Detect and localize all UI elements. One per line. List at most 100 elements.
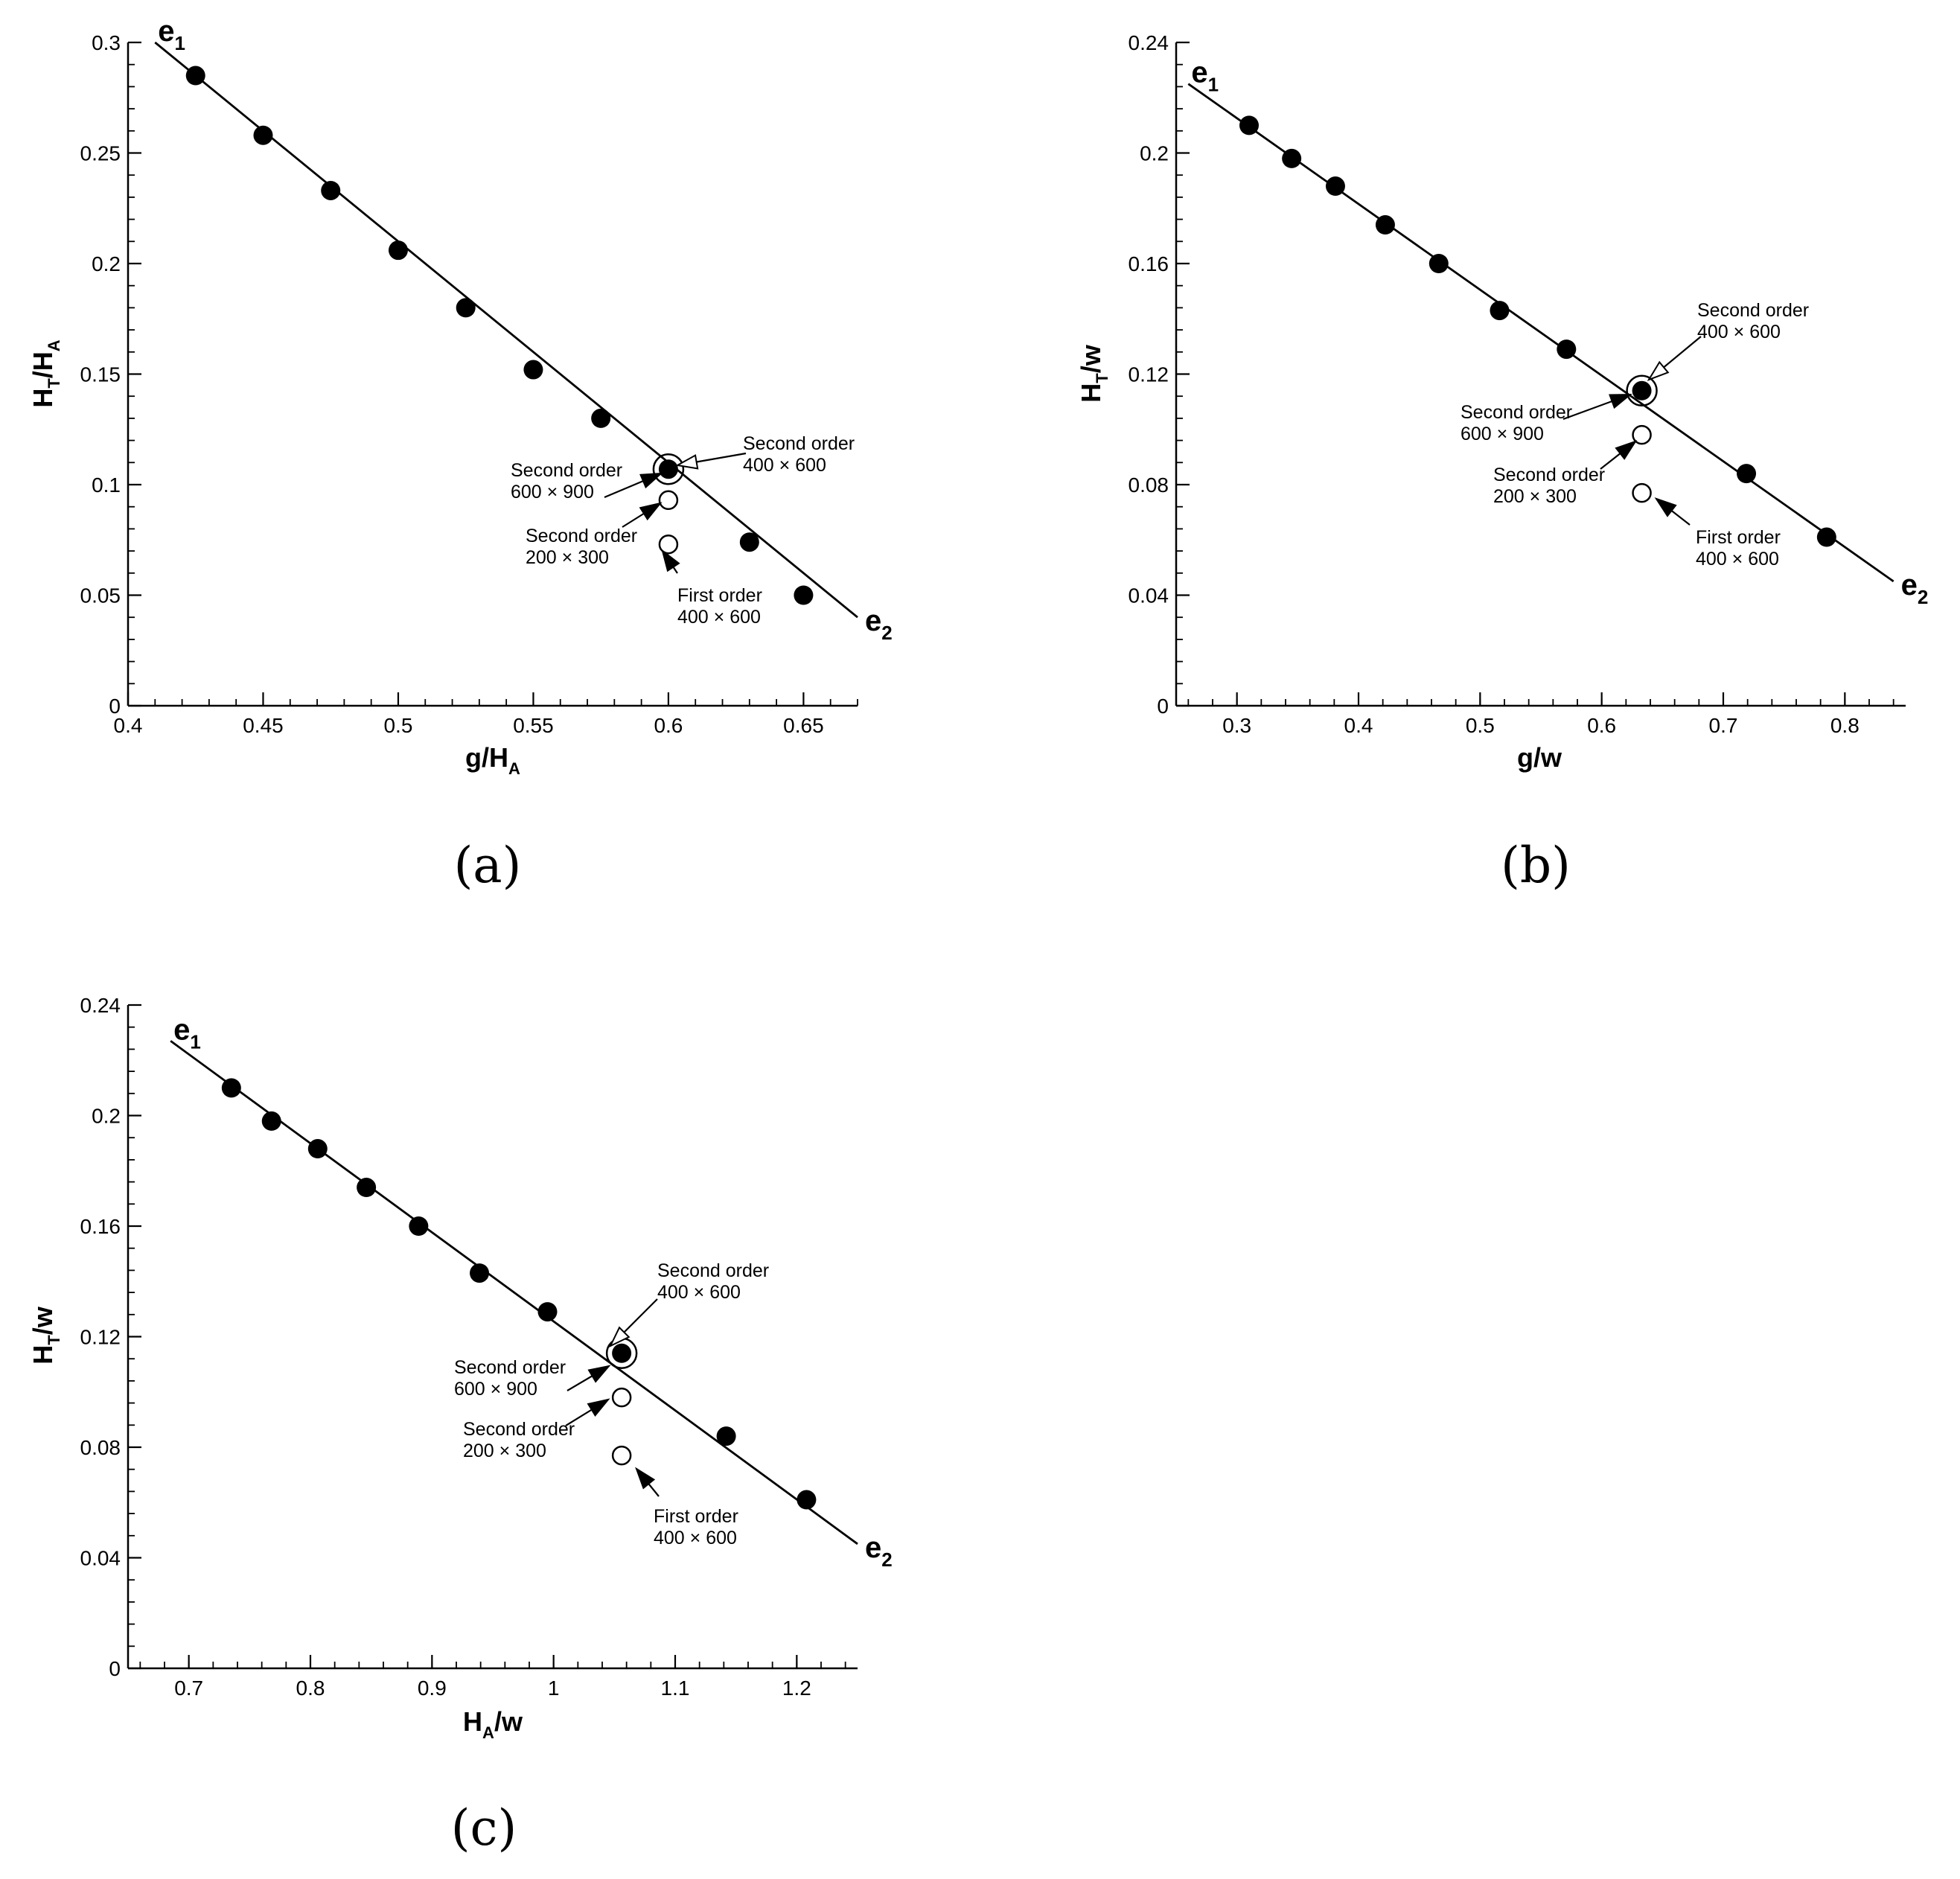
annotation-arrow-head <box>1654 497 1677 517</box>
y-axis-title-sub: T <box>45 378 63 389</box>
x-tick-label: 1 <box>548 1677 560 1700</box>
x-tick-label: 0.6 <box>1587 714 1616 737</box>
y-tick-label: 0.3 <box>92 31 121 54</box>
annotation-line1: Second order <box>1493 465 1605 485</box>
annotation-arrow-head <box>639 472 663 489</box>
annotation-line1: Second order <box>743 433 855 454</box>
annotation-line2: 600 × 900 <box>511 482 594 503</box>
endpoint-main: e <box>865 604 881 637</box>
annotation-arrow-head <box>587 1365 611 1383</box>
annotation-line1: Second order <box>463 1419 575 1440</box>
open-data-point <box>1632 482 1652 503</box>
x-tick-label: 1.1 <box>661 1677 690 1700</box>
panel-b: 0 0.04 0.08 0.12 0.16 0.2 0.24 0.3 0.4 0.5 0.6 0.7 0… <box>1076 31 1928 894</box>
y-tick-label: 0.24 <box>1129 31 1169 54</box>
annotation-arrow-head <box>639 502 663 521</box>
x-tick-label: 0.65 <box>783 714 824 737</box>
x-axis-title: g/HA <box>465 742 520 778</box>
endpoint-sub: 2 <box>881 622 892 644</box>
x-axis-title: HA/w <box>463 1706 523 1742</box>
filled-data-point <box>716 1426 736 1446</box>
y-axis-title: HT/w <box>1076 344 1111 402</box>
y-axis-title-sub: T <box>45 1335 63 1345</box>
y-axis-title: HT/HA <box>28 339 63 407</box>
y-axis-title-rest: /w <box>28 1306 58 1335</box>
filled-data-point <box>409 1216 429 1236</box>
annotation-label: Second order 600 × 900 <box>454 1357 566 1400</box>
annotation-line1: First order <box>1696 527 1781 548</box>
x-tick-label: 1.2 <box>782 1677 811 1700</box>
filled-data-point <box>612 1343 632 1363</box>
annotation-line1: Second order <box>1697 300 1809 321</box>
annotation-label: Second order 600 × 900 <box>511 460 622 503</box>
open-data-point <box>658 534 679 555</box>
x-axis-title-main: g/H <box>465 742 508 773</box>
y-tick-label: 0 <box>1157 695 1169 718</box>
annotation-label: First order 400 × 600 <box>677 585 762 628</box>
y-tick-label: 0.08 <box>1129 473 1169 497</box>
y-tick-label: 0.12 <box>1129 363 1169 386</box>
endpoint-label-e2: e2 <box>865 604 893 644</box>
y-tick-label: 0.2 <box>92 252 121 275</box>
filled-data-point <box>1239 115 1259 135</box>
x-axis-title-sub: A <box>482 1723 494 1742</box>
y-tick-label: 0 <box>109 1657 121 1680</box>
trend-line <box>1187 83 1894 583</box>
filled-data-point <box>1737 464 1757 484</box>
y-axis-title: HT/w <box>28 1306 63 1364</box>
y-tick-label: 0.24 <box>80 994 121 1017</box>
y-tick-label: 0.16 <box>80 1215 121 1238</box>
y-tick-label: 0.04 <box>1129 584 1169 607</box>
y-tick-label: 0 <box>109 695 121 718</box>
endpoint-sub: 1 <box>175 32 185 54</box>
annotation-arrow-head <box>661 549 680 572</box>
annotation-label: First order 400 × 600 <box>654 1506 738 1548</box>
annotation-line1: First order <box>654 1506 738 1527</box>
ringed-data-point <box>1626 374 1658 407</box>
annotation-arrow-head <box>1609 393 1632 409</box>
endpoint-main: e <box>1191 57 1207 89</box>
ringed-data-point <box>652 453 685 485</box>
annotation-arrow-head <box>608 1326 631 1348</box>
annotation-line1: Second order <box>657 1260 769 1281</box>
filled-data-point <box>261 1111 281 1131</box>
filled-data-point <box>470 1263 490 1283</box>
x-tick-label: 0.3 <box>1222 714 1251 737</box>
annotation-label: Second order 200 × 300 <box>526 526 637 568</box>
filled-data-point <box>797 1490 817 1510</box>
filled-data-point <box>523 360 543 380</box>
annotation-label: Second order 200 × 300 <box>1493 465 1605 507</box>
filled-data-point <box>1632 380 1652 401</box>
filled-data-point <box>253 125 273 145</box>
filled-data-point <box>456 298 476 318</box>
panel-a: 0 0.05 0.1 0.15 0.2 0.25 0.3 0.4 0.45 0.5 0.55 0.6 0… <box>28 15 893 894</box>
annotation-arrow-head <box>1615 440 1638 460</box>
filled-data-point <box>591 408 611 428</box>
filled-data-point <box>357 1178 377 1198</box>
annotation-arrow-head <box>587 1398 610 1417</box>
filled-data-point <box>1557 339 1577 360</box>
y-axis-title-sub2: A <box>45 339 63 351</box>
panel-label: (b) <box>1501 837 1571 894</box>
y-tick-label: 0.2 <box>92 1105 121 1128</box>
filled-data-point <box>321 180 341 200</box>
filled-data-point <box>221 1078 241 1098</box>
filled-data-point <box>307 1139 328 1159</box>
x-tick-label: 0.9 <box>418 1677 447 1700</box>
annotation-arrow-head <box>635 1467 656 1490</box>
endpoint-sub: 2 <box>881 1548 892 1571</box>
y-tick-label: 0.25 <box>80 142 121 165</box>
x-axis-title-main: H <box>463 1706 482 1737</box>
panel-label: (a) <box>454 837 522 894</box>
annotation-line2: 200 × 300 <box>1493 486 1577 507</box>
x-tick-label: 0.4 <box>114 714 143 737</box>
filled-data-point <box>185 66 205 86</box>
endpoint-label-e1: e1 <box>173 1013 201 1053</box>
y-tick-label: 0.05 <box>80 584 121 607</box>
x-tick-label: 0.8 <box>1830 714 1860 737</box>
y-axis-title-rest: /w <box>1076 344 1106 373</box>
annotation-line2: 200 × 300 <box>526 547 609 568</box>
annotation-line2: 600 × 900 <box>454 1379 537 1400</box>
x-axis-title-main: g/w <box>1517 742 1562 773</box>
endpoint-label-e1: e1 <box>1191 57 1219 96</box>
